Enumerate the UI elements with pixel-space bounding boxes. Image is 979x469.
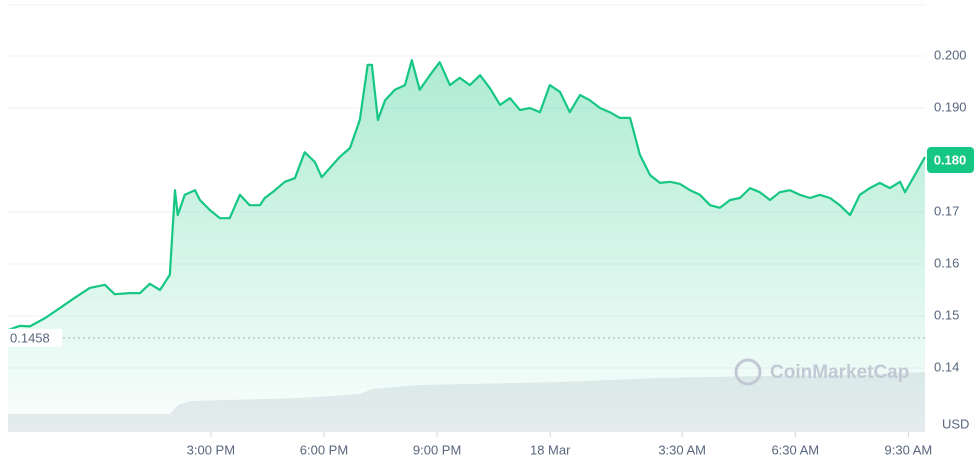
watermark: CoinMarketCap [734, 358, 909, 386]
x-tick-label: 18 Mar [530, 442, 571, 457]
x-tick-label: 3:30 AM [658, 442, 706, 457]
y-tick-label: 0.16 [934, 255, 959, 270]
last-price-label: 0.180 [934, 152, 967, 167]
plot: 0.200 0.190 0.17 0.16 0.15 0.14 3:00 PM 6:00 PM… [6, 47, 974, 457]
reference-label-bg [6, 328, 62, 347]
x-tick-label: 9:30 AM [885, 442, 933, 457]
y-tick-label: 0.14 [934, 359, 959, 374]
x-tick-label: 9:00 PM [413, 442, 461, 457]
x-tick-label: 6:30 AM [771, 442, 819, 457]
area-fill [8, 60, 925, 432]
reference-label: 0.1458 [10, 330, 50, 345]
x-tick-label: 6:00 PM [300, 442, 348, 457]
y-tick-label: 0.200 [934, 47, 967, 62]
watermark-logo [734, 358, 762, 386]
y-tick-label: 0.190 [934, 99, 967, 114]
y-tick-label: 0.17 [934, 203, 959, 218]
y-tick-label: 0.15 [934, 307, 959, 322]
last-price-box [927, 147, 974, 173]
x-tick-label: 3:00 PM [187, 442, 235, 457]
watermark-text: CoinMarketCap [770, 362, 909, 383]
price-line [7, 59, 926, 332]
currency-label: USD [942, 416, 969, 431]
